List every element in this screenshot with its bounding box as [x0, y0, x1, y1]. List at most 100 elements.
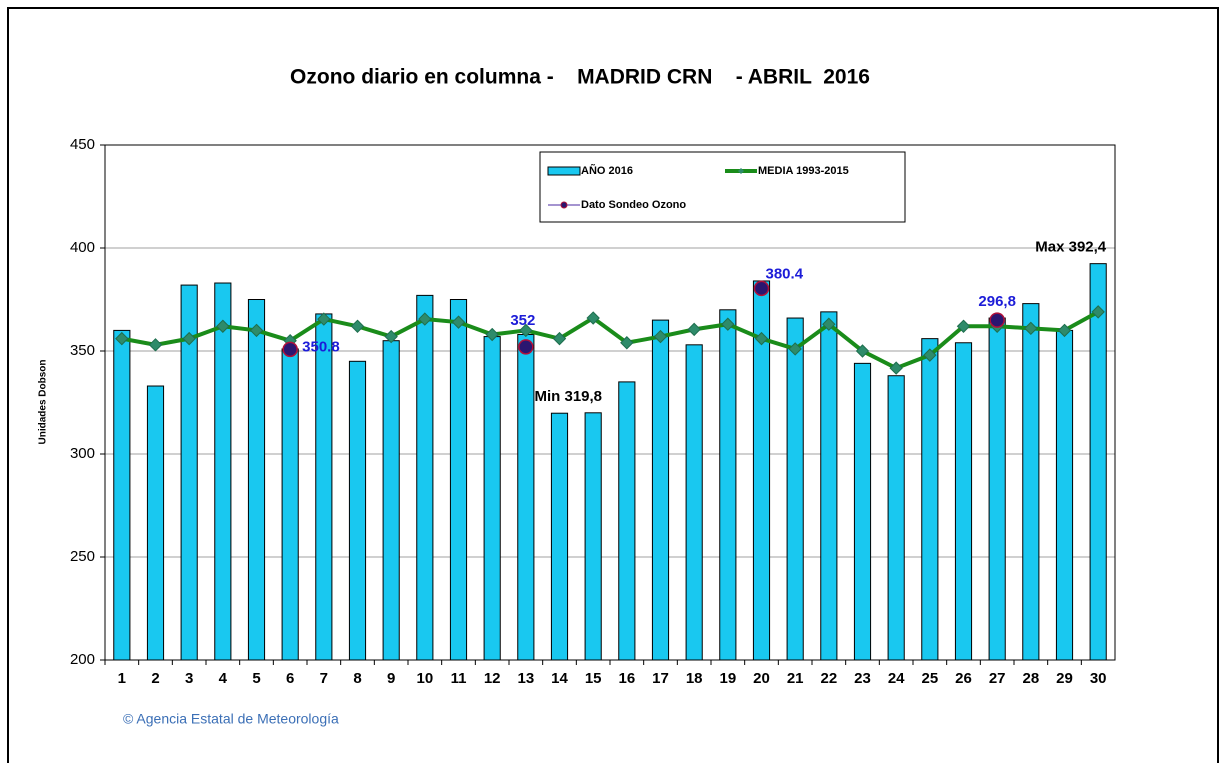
line-marker: [148, 338, 163, 352]
x-tick-label: 8: [353, 670, 361, 687]
dot: [753, 280, 770, 297]
y-axis-label: Unidades Dobson: [38, 359, 49, 444]
line-marker: [620, 336, 634, 350]
annotation: 350.8: [302, 338, 340, 355]
line-marker: [687, 322, 701, 337]
x-tick-label: 10: [416, 670, 433, 687]
line-marker: [956, 319, 971, 333]
bar: [1089, 263, 1107, 661]
x-tick-label: 14: [551, 670, 568, 687]
x-tick-label: 15: [585, 670, 602, 687]
bar: [180, 284, 198, 661]
line-marker: [788, 342, 802, 356]
line-marker: [317, 312, 331, 326]
y-tick-label: 250: [70, 548, 95, 565]
bar: [247, 299, 266, 661]
x-tick-label: 30: [1090, 670, 1107, 687]
bar: [1055, 329, 1074, 661]
line-marker: [249, 323, 264, 338]
x-tick-label: 9: [387, 670, 395, 687]
bar: [113, 329, 131, 661]
x-tick-label: 19: [719, 670, 736, 687]
bar: [550, 412, 569, 661]
bar: [348, 360, 367, 661]
line-marker: [1024, 321, 1038, 336]
annotation: 380.4: [766, 265, 804, 282]
x-tick-label: 22: [820, 670, 837, 687]
line-marker: [1057, 323, 1072, 338]
line-marker: [485, 327, 499, 342]
x-tick-label: 26: [955, 670, 972, 687]
line-marker: [1091, 305, 1105, 319]
x-tick-label: 24: [888, 670, 905, 687]
y-tick-label: 450: [70, 136, 95, 153]
line-marker: [384, 329, 398, 344]
legend-swatch: [547, 166, 581, 176]
legend-swatch: [738, 168, 744, 174]
annotation: 352: [510, 312, 535, 329]
bar: [988, 317, 1006, 661]
x-tick-label: 2: [151, 670, 159, 687]
x-tick-label: 17: [652, 670, 669, 687]
line-marker: [552, 331, 567, 346]
x-tick-label: 11: [451, 670, 467, 687]
bar: [315, 313, 333, 661]
x-tick-label: 29: [1056, 670, 1073, 687]
y-tick-label: 400: [70, 239, 95, 256]
x-tick-label: 7: [320, 670, 328, 687]
bar: [954, 342, 973, 661]
line-marker: [586, 311, 600, 325]
x-tick-label: 28: [1022, 670, 1039, 687]
legend-label: AÑO 2016: [581, 164, 633, 177]
dot: [282, 341, 298, 358]
y-tick-label: 350: [70, 342, 95, 359]
x-tick-label: 21: [787, 670, 804, 687]
x-tick-label: 12: [484, 670, 501, 687]
chart-title: Ozono diario en columna - MADRID CRN - A…: [290, 66, 870, 89]
line-marker: [889, 361, 903, 375]
dot: [989, 312, 1005, 328]
bar: [820, 311, 838, 661]
line: [121, 310, 1100, 371]
bar: [786, 317, 804, 661]
line-marker: [653, 329, 668, 344]
line-marker: [855, 344, 870, 358]
bar: [921, 338, 939, 661]
y-tick-label: 300: [70, 445, 95, 462]
legend-label: Dato Sondeo Ozono: [581, 199, 686, 211]
dot: [518, 339, 534, 355]
bar: [584, 412, 602, 661]
line-marker: [822, 317, 836, 331]
bar: [1022, 303, 1040, 661]
x-tick-label: 1: [118, 670, 126, 687]
bar: [618, 381, 636, 661]
line-marker: [519, 323, 533, 338]
annotation: 296,8: [978, 293, 1016, 310]
legend-label: MEDIA 1993-2015: [758, 165, 849, 177]
source: © Agencia Estatal de Meteorología: [123, 711, 339, 727]
annotation: Max 392,4: [1035, 239, 1107, 256]
bar: [651, 319, 670, 661]
line-marker: [216, 319, 230, 333]
x-tick-label: 25: [921, 670, 938, 687]
legend-swatch: [560, 201, 568, 209]
bar: [483, 336, 501, 661]
x-tick-label: 27: [989, 670, 1006, 687]
line-marker: [451, 315, 466, 329]
bar: [281, 348, 299, 661]
bar: [382, 340, 400, 661]
bar: [416, 294, 434, 661]
bar: [887, 375, 905, 661]
bar: [517, 334, 535, 661]
x-tick-label: 4: [219, 670, 228, 687]
line-marker: [721, 317, 735, 331]
bar: [214, 282, 232, 661]
x-tick-label: 20: [753, 670, 770, 687]
line-marker: [350, 319, 365, 333]
line-marker: [418, 312, 432, 326]
bar: [719, 309, 737, 661]
x-tick-label: 3: [185, 670, 193, 687]
x-tick-label: 13: [517, 670, 534, 687]
x-tick-label: 18: [686, 670, 703, 687]
